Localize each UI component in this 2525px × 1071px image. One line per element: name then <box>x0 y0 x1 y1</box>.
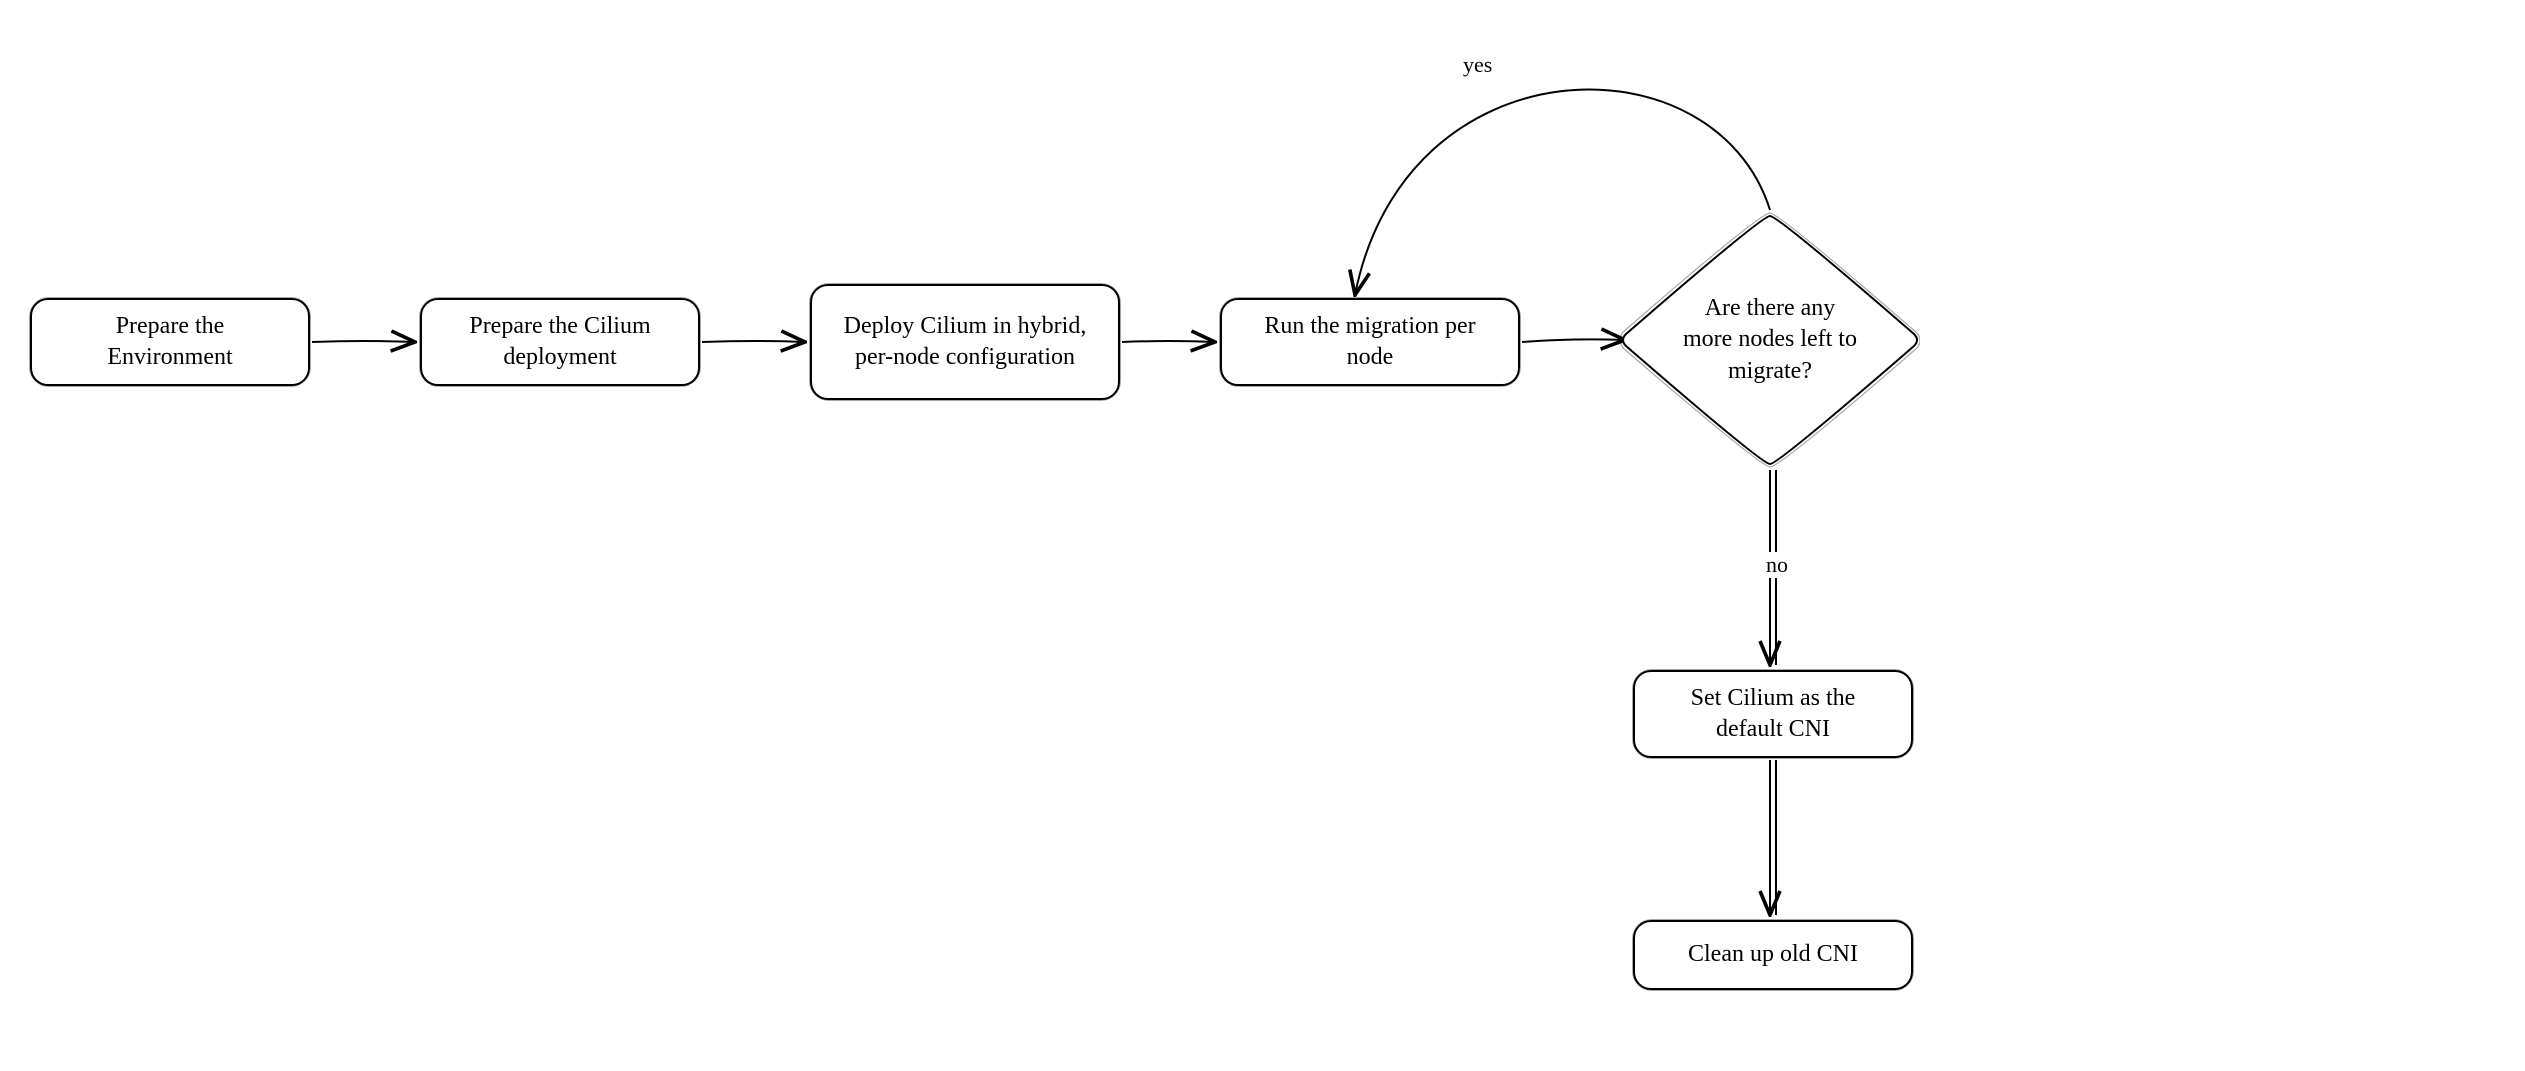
label-text: yes <box>1463 52 1492 77</box>
node-label: Are there any more nodes left to migrate… <box>1680 293 1860 387</box>
node-deploy-cilium-hybrid: Deploy Cilium in hybrid, per-node config… <box>810 284 1120 400</box>
node-prepare-environment: Prepare the Environment <box>30 298 310 386</box>
node-run-migration: Run the migration per node <box>1220 298 1520 386</box>
edge-n2-n3 <box>702 341 805 342</box>
edge-label-yes: yes <box>1457 52 1498 78</box>
node-set-cilium-default: Set Cilium as the default CNI <box>1633 670 1913 758</box>
node-label: Prepare the Environment <box>52 311 288 373</box>
node-label: Deploy Cilium in hybrid, per-node config… <box>832 311 1098 373</box>
node-decision-more-nodes: Are there any more nodes left to migrate… <box>1620 210 1920 470</box>
node-label: Set Cilium as the default CNI <box>1655 683 1891 745</box>
node-label: Run the migration per node <box>1242 311 1498 373</box>
edge-n3-n4 <box>1122 341 1215 342</box>
node-label: Clean up old CNI <box>1688 939 1858 970</box>
node-cleanup-old-cni: Clean up old CNI <box>1633 920 1913 990</box>
edge-label-no: no <box>1760 552 1794 578</box>
node-prepare-cilium-deployment: Prepare the Cilium deployment <box>420 298 700 386</box>
label-text: no <box>1766 552 1788 577</box>
edge-n1-n2 <box>312 341 415 342</box>
node-label: Prepare the Cilium deployment <box>442 311 678 373</box>
edge-n4-n5 <box>1522 339 1625 342</box>
